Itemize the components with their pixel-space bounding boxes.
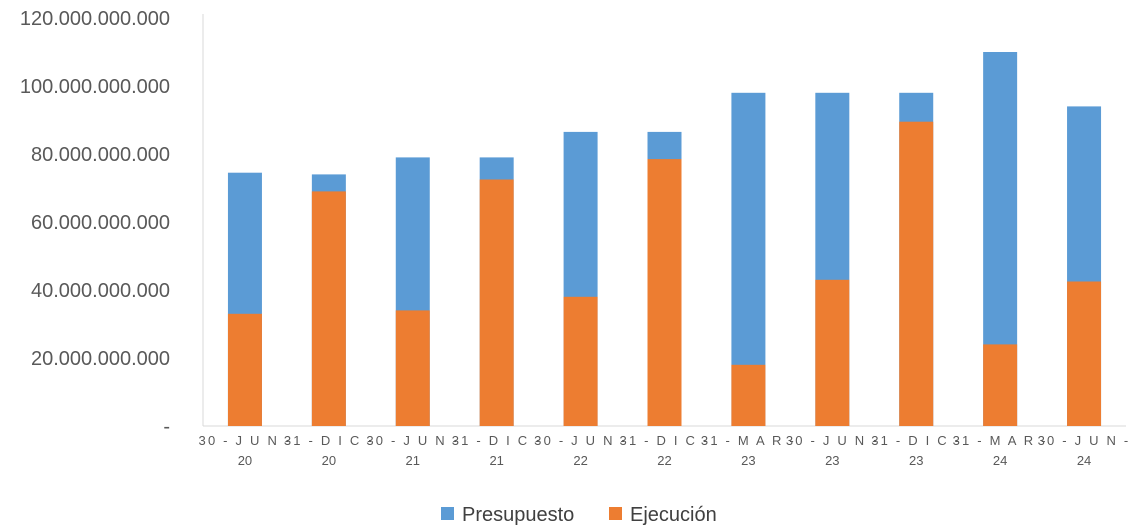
x-tick-label: 30 - J U N -24 (1038, 433, 1131, 468)
bar-ejecuci-n (731, 364, 766, 426)
y-tick-label: 120.000.000.000 (20, 8, 170, 30)
x-tick-label: 30 - J U N -23 (786, 433, 879, 468)
bar-ejecuci-n (1067, 281, 1102, 426)
y-tick-label: 20.000.000.000 (31, 348, 170, 370)
bar-ejecuci-n (395, 310, 430, 426)
legend-swatch (609, 507, 622, 520)
bar-ejecuci-n (227, 313, 262, 426)
x-tick-label: 30 - J U N -20 (199, 433, 292, 468)
bar-ejecuci-n (815, 279, 850, 426)
x-tick-label: 31 - D I C -22 (620, 433, 710, 468)
bars (227, 52, 1102, 427)
bar-ejecuci-n (311, 191, 346, 426)
x-tick-label: 31 - M A R -23 (701, 433, 796, 468)
bar-ejecuci-n (647, 159, 682, 426)
y-tick-label: 100.000.000.000 (20, 76, 170, 98)
legend: Presupuesto Ejecución (441, 504, 717, 526)
y-tick-label: 60.000.000.000 (31, 212, 170, 234)
y-tick-label: 40.000.000.000 (31, 280, 170, 302)
x-tick-label: 31 - M A R -24 (953, 433, 1048, 468)
x-tick-label: 31 - D I C -23 (871, 433, 961, 468)
x-tick-label: 31 - D I C -20 (284, 433, 374, 468)
x-tick-label: 31 - D I C -21 (452, 433, 542, 468)
x-tick-label: 30 - J U N -22 (534, 433, 627, 468)
bar-ejecuci-n (899, 121, 934, 426)
y-axis-ticks: - 20.000.000.000 40.000.000.000 60.000.000.… (20, 8, 170, 438)
bar-ejecuci-n (563, 296, 598, 426)
y-tick-label: - (163, 416, 170, 438)
legend-label: Ejecución (630, 504, 717, 526)
bar-ejecuci-n (983, 344, 1018, 426)
bar-ejecuci-n (479, 179, 514, 426)
x-tick-label: 30 - J U N -21 (366, 433, 459, 468)
legend-swatch (441, 507, 454, 520)
legend-label: Presupuesto (462, 504, 574, 526)
y-tick-label: 80.000.000.000 (31, 144, 170, 166)
